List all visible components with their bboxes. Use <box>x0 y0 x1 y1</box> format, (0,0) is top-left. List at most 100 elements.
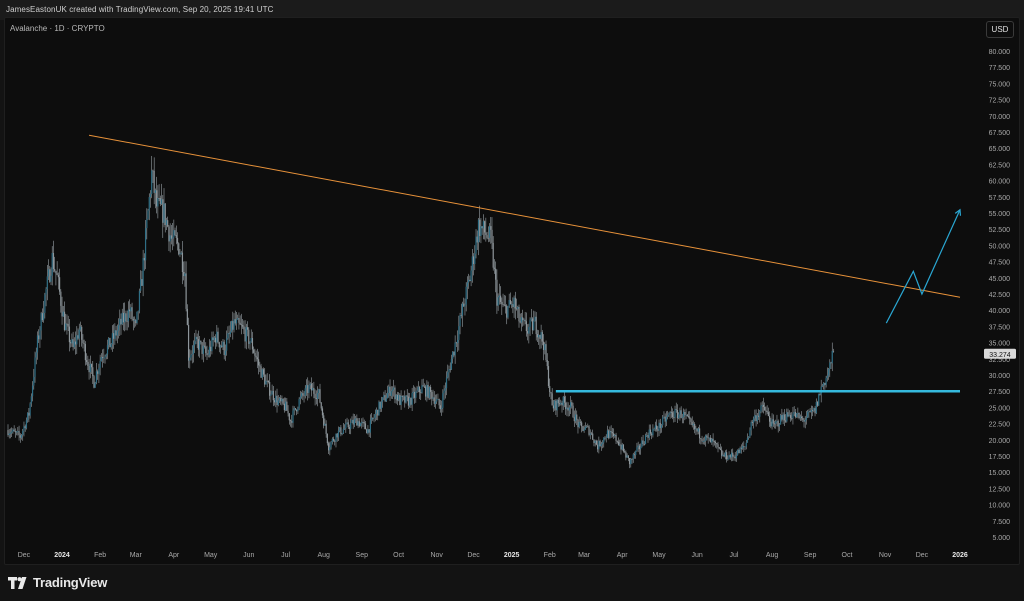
candle-body <box>522 317 524 321</box>
x-tick-label: Sep <box>804 552 817 559</box>
candle-body <box>371 417 373 421</box>
candle-body <box>482 221 484 229</box>
chart-panel[interactable] <box>4 17 1020 565</box>
candle-body <box>398 394 400 401</box>
candle-body <box>114 330 116 339</box>
candle-body <box>309 383 311 386</box>
candle-body <box>728 455 730 460</box>
candle-body <box>520 317 523 323</box>
projection-arrowhead <box>954 208 962 216</box>
candle-body <box>60 291 62 306</box>
candle-body <box>113 333 115 339</box>
last-price-label: 33.274 <box>989 352 1011 359</box>
candle-body <box>62 311 64 317</box>
candle-body <box>686 414 688 417</box>
candle-body <box>568 407 570 411</box>
candle-body <box>450 359 453 370</box>
candle-body <box>224 350 227 356</box>
candle-body <box>474 253 476 264</box>
candle-body <box>165 220 168 225</box>
candle-body <box>362 421 364 423</box>
candle-body <box>749 430 751 437</box>
candle-body <box>410 397 412 405</box>
candle-body <box>345 423 347 429</box>
candle-body <box>771 419 773 427</box>
candle-body <box>270 394 272 396</box>
candle-body <box>386 392 389 399</box>
candle-body <box>807 411 809 418</box>
candle-body <box>475 236 477 254</box>
projection-path[interactable] <box>885 209 961 324</box>
candle-body <box>89 363 91 373</box>
candle-body <box>517 306 519 309</box>
candle-body <box>372 417 374 419</box>
candle-body <box>723 454 725 457</box>
candle-body <box>523 319 525 321</box>
candle-body <box>708 437 711 439</box>
candle-body <box>163 203 165 223</box>
currency-button[interactable]: USD <box>986 21 1014 38</box>
candle-body <box>391 389 394 392</box>
candle-body <box>110 344 112 348</box>
candle-body <box>320 402 322 409</box>
candle-body <box>741 446 744 449</box>
candle-body <box>557 399 559 404</box>
candle-body <box>621 444 623 450</box>
candle-body <box>15 431 18 433</box>
x-tick-label: Nov <box>430 552 443 559</box>
candle-body <box>335 433 337 442</box>
candle-body <box>153 170 155 193</box>
candle-body <box>276 395 278 406</box>
candle-body <box>196 336 198 340</box>
candle-body <box>598 440 600 450</box>
candle-body <box>296 409 298 412</box>
tradingview-logo[interactable]: TradingView <box>8 574 107 590</box>
candle-body <box>144 228 147 261</box>
candle-body <box>492 242 494 268</box>
candle-body <box>261 369 263 378</box>
candle-body <box>667 415 669 418</box>
candle-body <box>55 270 57 274</box>
candle-body <box>111 333 114 345</box>
last-price-label-bg <box>984 348 1016 359</box>
candle-body <box>571 402 573 406</box>
candle-body <box>190 354 192 358</box>
candle-body <box>600 444 602 447</box>
candle-body <box>823 382 825 386</box>
candle-body <box>732 452 734 457</box>
candle-body <box>138 290 141 311</box>
y-tick-label: 22.500 <box>989 422 1011 429</box>
candle-body <box>737 449 739 456</box>
candle-body <box>673 416 675 418</box>
candle-body <box>757 415 760 417</box>
x-tick-label: Jun <box>243 552 254 559</box>
candle-body <box>355 418 357 420</box>
candle-body <box>312 387 314 391</box>
candle-body <box>567 407 569 411</box>
x-tick-label: Oct <box>842 552 853 559</box>
candle-body <box>245 327 247 342</box>
candle-body <box>324 423 326 426</box>
resistance-trendline[interactable] <box>88 134 961 298</box>
candle-body <box>545 344 547 360</box>
y-tick-label: 70.000 <box>989 114 1011 121</box>
candle-body <box>93 376 95 388</box>
candle-body <box>282 398 284 404</box>
candle-body <box>608 430 610 438</box>
candle-body <box>590 433 593 435</box>
candle-body <box>17 431 19 432</box>
candle-body <box>9 433 12 434</box>
candle-body <box>356 418 358 426</box>
candle-body <box>684 412 686 416</box>
candle-body <box>572 405 574 418</box>
candle-body <box>340 427 342 435</box>
candle-body <box>617 441 620 445</box>
candle-body <box>664 416 666 422</box>
candle-body <box>616 440 618 442</box>
candle-body <box>368 429 370 433</box>
candle-body <box>175 235 177 238</box>
candle-body <box>211 337 213 352</box>
x-tick-label: Aug <box>317 552 330 559</box>
candle-body <box>81 326 83 340</box>
